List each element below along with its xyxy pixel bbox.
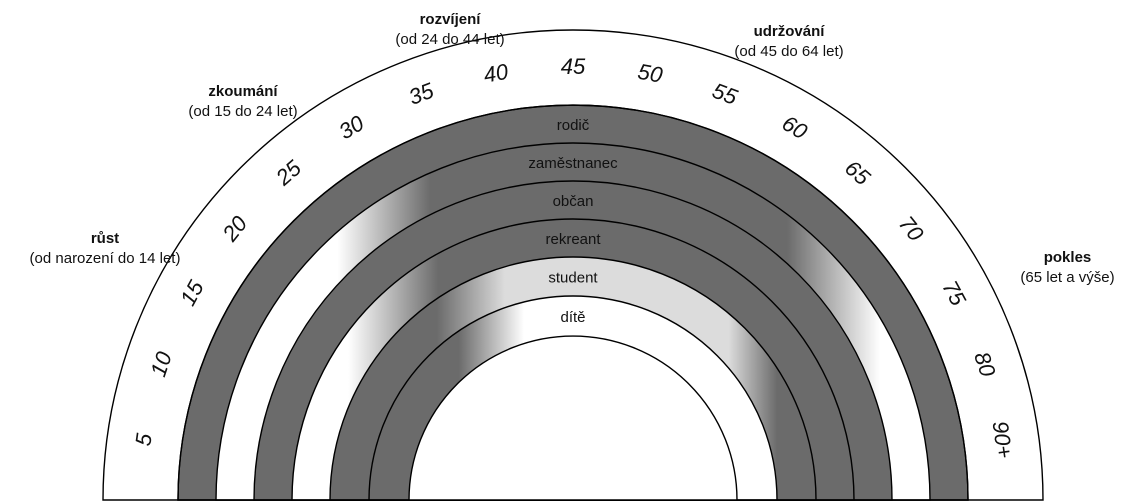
stage-name: udržování — [753, 23, 825, 40]
stage-name: rozvíjení — [419, 11, 481, 28]
stage-range: (od 24 do 44 let) — [395, 31, 505, 48]
stage-range: (od 45 do 64 let) — [734, 43, 844, 60]
stage-udrzovani: udržování (od 45 do 64 let) — [694, 22, 884, 62]
age-tick-label: 40 — [482, 59, 511, 88]
role-label: rekreant — [545, 231, 601, 248]
stage-range: (od narození do 14 let) — [29, 250, 181, 267]
stage-zkoumani: zkoumání (od 15 do 24 let) — [148, 82, 338, 122]
stage-name: pokles — [1043, 249, 1092, 266]
age-tick-label: 45 — [561, 54, 586, 79]
role-label: student — [548, 270, 598, 287]
inner-core — [408, 335, 738, 501]
stage-rozvijeni: rozvíjení (od 24 do 44 let) — [355, 10, 545, 50]
stage-range: (od 15 do 24 let) — [188, 103, 298, 120]
stage-name: zkoumání — [208, 83, 278, 100]
age-tick-label: 5 — [130, 431, 157, 447]
role-band-outline — [177, 104, 969, 501]
role-label: dítě — [560, 309, 585, 326]
stage-rust: růst (od narození do 14 let) — [10, 229, 200, 269]
age-tick-label: 50 — [636, 59, 665, 88]
role-label: rodič — [557, 117, 590, 134]
role-bands — [102, 29, 1044, 501]
stage-pokles: pokles (65 let a výše) — [1000, 248, 1135, 288]
role-label: občan — [553, 193, 594, 210]
stage-range: (65 let a výše) — [1020, 269, 1115, 286]
role-label: zaměstnanec — [528, 155, 618, 172]
stage-name: růst — [90, 230, 120, 247]
role-labels: rodič zaměstnanec občan rekreant student dítě — [528, 117, 618, 326]
age-tick-label: 90+ — [987, 419, 1017, 460]
